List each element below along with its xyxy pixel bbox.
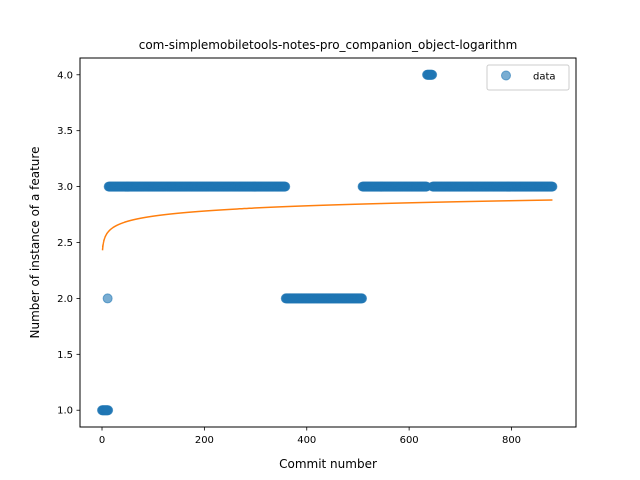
y-tick-label: 2.0 <box>57 294 73 305</box>
chart-title: com-simplemobiletools-notes-pro_companio… <box>139 38 518 52</box>
x-tick-label: 600 <box>400 435 419 446</box>
legend-marker-data <box>501 70 511 81</box>
points-layer <box>97 69 558 416</box>
plot-area <box>80 58 576 427</box>
y-tick-label: 3.5 <box>57 126 73 137</box>
fit-layer <box>101 199 553 251</box>
x-tick-label: 800 <box>502 435 521 446</box>
y-axis: 1.0 1.5 2.0 2.5 3.0 3.5 4.0 <box>57 70 80 417</box>
data-point <box>280 181 291 192</box>
data-point <box>547 181 558 192</box>
x-axis: 0 200 400 600 800 <box>99 427 521 446</box>
legend-label-data: data <box>533 72 556 83</box>
y-axis-label: Number of instance of a feature <box>28 147 42 339</box>
y-tick-label: 1.0 <box>57 406 73 417</box>
data-point <box>427 69 438 80</box>
y-tick-label: 4.0 <box>57 70 73 81</box>
fit-line <box>101 199 553 251</box>
legend: data <box>486 64 570 91</box>
x-axis-label: Commit number <box>279 457 377 471</box>
x-tick-label: 0 <box>99 435 105 446</box>
y-tick-label: 3.0 <box>57 182 73 193</box>
x-tick-label: 200 <box>195 435 214 446</box>
y-tick-label: 1.5 <box>57 350 73 361</box>
legend-box <box>486 64 570 91</box>
data-point <box>357 293 368 304</box>
y-tick-label: 2.5 <box>57 238 73 249</box>
x-tick-label: 400 <box>297 435 316 446</box>
data-point <box>103 405 114 416</box>
data-point <box>102 293 113 304</box>
